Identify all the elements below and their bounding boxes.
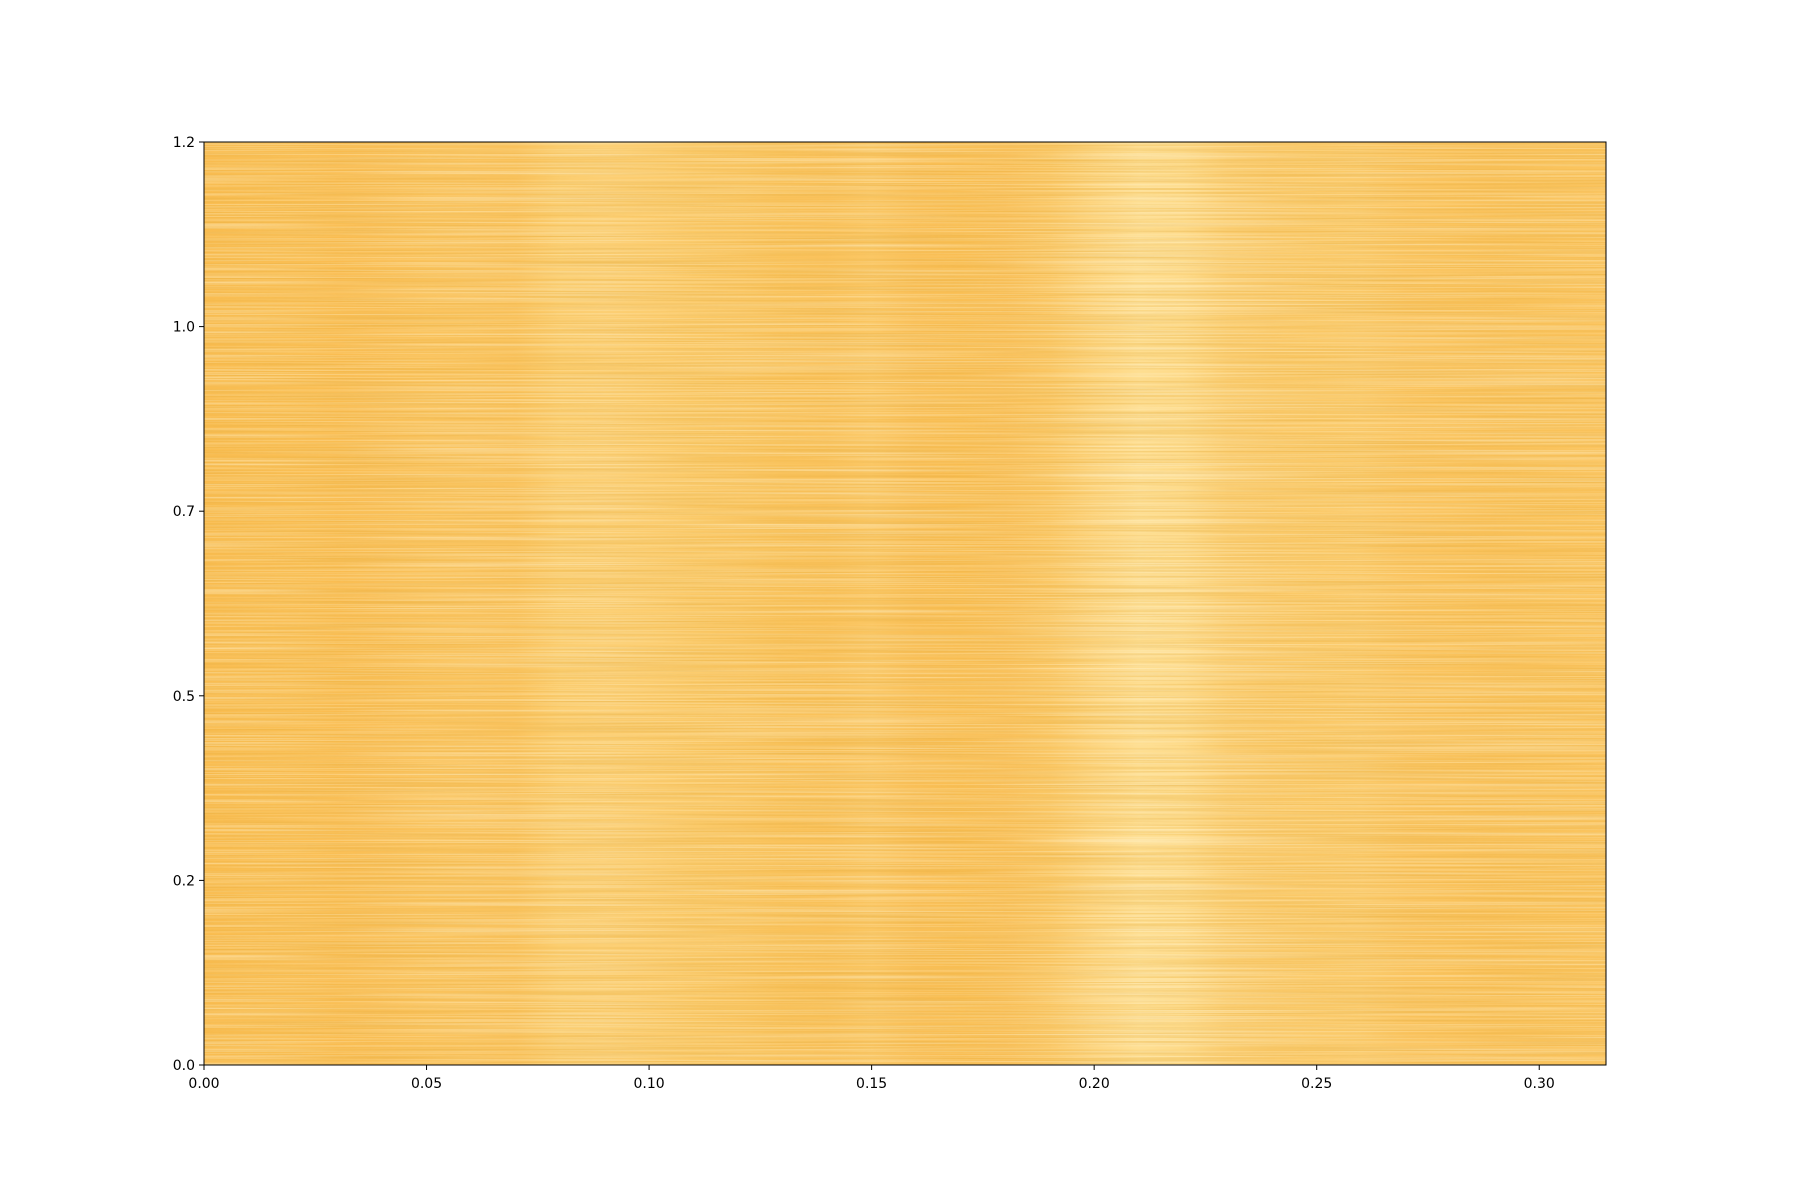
- x-tick-label: 0.00: [188, 1076, 219, 1092]
- y-tick-label: 0.2: [173, 873, 195, 889]
- x-tick-label: 0.10: [633, 1076, 664, 1092]
- heatmap-texture-light: [204, 142, 1606, 1065]
- y-tick-label: 0.0: [173, 1058, 195, 1074]
- y-tick-label: 1.0: [173, 320, 195, 336]
- x-tick-label: 0.30: [1524, 1076, 1555, 1092]
- plot-area: [204, 142, 1606, 1065]
- y-tick-label: 0.7: [173, 504, 195, 520]
- plot-frame: [203, 141, 1607, 1066]
- y-axis: 0.0 0.2 0.5 0.7 1.0 1.2: [173, 135, 204, 1074]
- x-tick-label: 0.20: [1079, 1076, 1110, 1092]
- x-axis: 0.00 0.05 0.10 0.15 0.20 0.25 0.30: [188, 1065, 1555, 1092]
- y-tick-label: 1.2: [173, 135, 195, 151]
- y-tick-label: 0.5: [173, 689, 195, 705]
- x-tick-label: 0.05: [411, 1076, 442, 1092]
- x-tick-label: 0.15: [856, 1076, 887, 1092]
- x-tick-label: 0.25: [1301, 1076, 1332, 1092]
